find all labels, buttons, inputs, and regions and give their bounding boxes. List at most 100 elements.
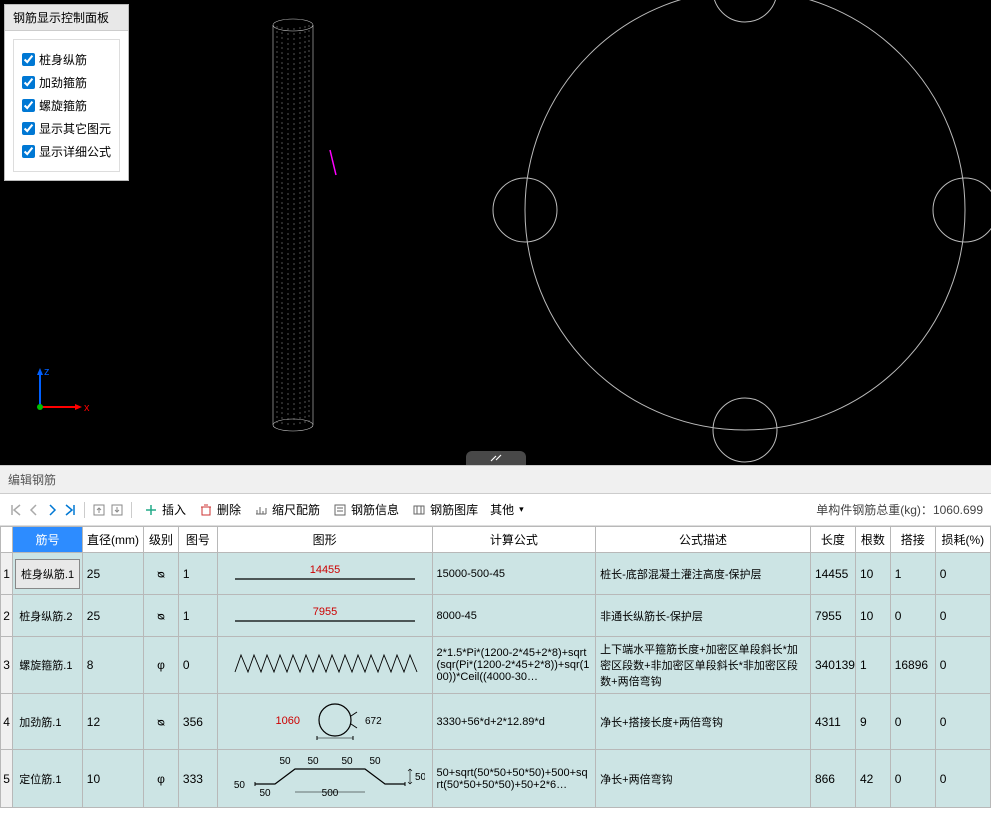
col-dia[interactable]: 直径(mm) (82, 527, 143, 553)
cell-desc[interactable]: 净长+两倍弯钩 (596, 750, 811, 808)
scale-button[interactable]: 缩尺配筋 (248, 498, 325, 521)
table-row[interactable]: 1桩身纵筋.125ᴓ11445515000-500-45桩长-底部混凝土灌注高度… (1, 553, 991, 595)
col-len[interactable]: 长度 (810, 527, 855, 553)
checkbox-input[interactable] (22, 53, 35, 66)
cell-shape[interactable]: 7955 (217, 595, 432, 637)
lib-button[interactable]: 钢筋图库 (406, 498, 483, 521)
cell-lap[interactable]: 0 (890, 694, 935, 750)
cell-lap[interactable]: 1 (890, 553, 935, 595)
cell-desc[interactable]: 非通长纵筋长-保护层 (596, 595, 811, 637)
svg-text:50: 50 (307, 756, 319, 767)
checkbox-input[interactable] (22, 76, 35, 89)
delete-button[interactable]: 删除 (193, 498, 246, 521)
checkbox-input[interactable] (22, 122, 35, 135)
cell-lap[interactable]: 0 (890, 750, 935, 808)
cell-len[interactable]: 4311 (810, 694, 855, 750)
table-header-row: 筋号 直径(mm) 级别 图号 图形 计算公式 公式描述 长度 根数 搭接 损耗… (1, 527, 991, 553)
table-row[interactable]: 2桩身纵筋.225ᴓ179558000-45非通长纵筋长-保护层79551000 (1, 595, 991, 637)
cell-loss[interactable]: 0 (935, 637, 990, 694)
col-grade[interactable]: 级别 (144, 527, 179, 553)
table-row[interactable]: 4加劲筋.112ᴓ35610606723330+56*d+2*12.89*d净长… (1, 694, 991, 750)
cell-formula[interactable]: 2*1.5*Pi*(1200-2*45+2*8)+sqrt(sqr(Pi*(12… (432, 637, 596, 694)
col-loss[interactable]: 损耗(%) (935, 527, 990, 553)
checkbox-3[interactable]: 显示其它图元 (22, 117, 111, 140)
cell-count[interactable]: 42 (855, 750, 890, 808)
total-weight-label: 单构件钢筋总重(kg)：1060.699 (816, 501, 983, 518)
row-name-button[interactable]: 桩身纵筋.1 (15, 559, 80, 589)
cell-dia[interactable]: 12 (82, 694, 143, 750)
cell-fig[interactable]: 1 (178, 553, 217, 595)
col-shape[interactable]: 图形 (217, 527, 432, 553)
axis-z-label: z (44, 367, 50, 378)
collapse-viewport-button[interactable] (466, 451, 526, 465)
cell-desc[interactable]: 上下端水平箍筋长度+加密区单段斜长*加密区段数+非加密区单段斜长*非加密区段数+… (596, 637, 811, 694)
checkbox-1[interactable]: 加劲箍筋 (22, 71, 111, 94)
cell-len[interactable]: 866 (810, 750, 855, 808)
col-fig[interactable]: 图号 (178, 527, 217, 553)
cell-desc[interactable]: 桩长-底部混凝土灌注高度-保护层 (596, 553, 811, 595)
other-dropdown[interactable]: 其他▾ (485, 498, 529, 521)
cell-loss[interactable]: 0 (935, 750, 990, 808)
cell-shape[interactable]: 50 50 50 50 50 500 50 50 (217, 750, 432, 808)
first-icon[interactable] (8, 502, 24, 518)
cell-dia[interactable]: 8 (82, 637, 143, 694)
cell-formula[interactable]: 3330+56*d+2*12.89*d (432, 694, 596, 750)
cell-len[interactable]: 7955 (810, 595, 855, 637)
viewport-canvas (0, 0, 991, 465)
cell-lap[interactable]: 0 (890, 595, 935, 637)
next-icon[interactable] (44, 502, 60, 518)
cell-grade[interactable]: φ (144, 750, 179, 808)
up-icon[interactable] (91, 502, 107, 518)
table-row[interactable]: 3螺旋箍筋.18φ02*1.5*Pi*(1200-2*45+2*8)+sqrt(… (1, 637, 991, 694)
cell-loss[interactable]: 0 (935, 595, 990, 637)
cell-formula[interactable]: 8000-45 (432, 595, 596, 637)
col-formula[interactable]: 计算公式 (432, 527, 596, 553)
cell-grade[interactable]: ᴓ (144, 553, 179, 595)
cell-dia[interactable]: 10 (82, 750, 143, 808)
svg-text:50: 50 (279, 756, 291, 767)
viewport-3d[interactable]: 钢筋显示控制面板 桩身纵筋加劲箍筋螺旋箍筋显示其它图元显示详细公式 x z (0, 0, 991, 465)
prev-icon[interactable] (26, 502, 42, 518)
checkbox-4[interactable]: 显示详细公式 (22, 140, 111, 163)
cell-len[interactable]: 340139 (810, 637, 855, 694)
cell-fig[interactable]: 356 (178, 694, 217, 750)
col-lap[interactable]: 搭接 (890, 527, 935, 553)
cell-loss[interactable]: 0 (935, 553, 990, 595)
checkbox-2[interactable]: 螺旋箍筋 (22, 94, 111, 117)
cell-fig[interactable]: 1 (178, 595, 217, 637)
checkbox-input[interactable] (22, 145, 35, 158)
cell-desc[interactable]: 净长+搭接长度+两倍弯钩 (596, 694, 811, 750)
cell-shape[interactable]: 1060672 (217, 694, 432, 750)
cell-grade[interactable]: ᴓ (144, 694, 179, 750)
cell-grade[interactable]: ᴓ (144, 595, 179, 637)
cell-fig[interactable]: 333 (178, 750, 217, 808)
col-desc[interactable]: 公式描述 (596, 527, 811, 553)
table-row[interactable]: 5定位筋.110φ333 50 50 50 50 50 500 50 50 50… (1, 750, 991, 808)
cell-dia[interactable]: 25 (82, 553, 143, 595)
cell-count[interactable]: 10 (855, 553, 890, 595)
cell-shape[interactable]: 14455 (217, 553, 432, 595)
cell-fig[interactable]: 0 (178, 637, 217, 694)
cell-grade[interactable]: φ (144, 637, 179, 694)
rebar-display-panel: 钢筋显示控制面板 桩身纵筋加劲箍筋螺旋箍筋显示其它图元显示详细公式 (4, 4, 129, 181)
checkbox-input[interactable] (22, 99, 35, 112)
insert-button[interactable]: 插入 (138, 498, 191, 521)
cell-count[interactable]: 1 (855, 637, 890, 694)
cell-lap[interactable]: 16896 (890, 637, 935, 694)
last-icon[interactable] (62, 502, 78, 518)
cell-count[interactable]: 10 (855, 595, 890, 637)
col-num[interactable]: 筋号 (13, 527, 83, 553)
cell-loss[interactable]: 0 (935, 694, 990, 750)
col-count[interactable]: 根数 (855, 527, 890, 553)
cell-count[interactable]: 9 (855, 694, 890, 750)
down-icon[interactable] (109, 502, 125, 518)
cell-len[interactable]: 14455 (810, 553, 855, 595)
cell-formula[interactable]: 15000-500-45 (432, 553, 596, 595)
checkbox-0[interactable]: 桩身纵筋 (22, 48, 111, 71)
info-button[interactable]: 钢筋信息 (327, 498, 404, 521)
cell-shape[interactable] (217, 637, 432, 694)
cell-dia[interactable]: 25 (82, 595, 143, 637)
cell-formula[interactable]: 50+sqrt(50*50+50*50)+500+sqrt(50*50+50*5… (432, 750, 596, 808)
svg-text:1060: 1060 (275, 715, 299, 727)
row-index: 3 (1, 637, 13, 694)
